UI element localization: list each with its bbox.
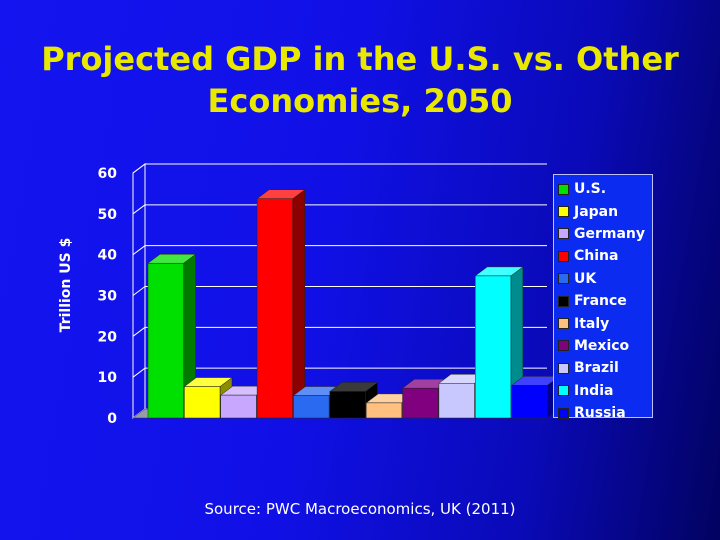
y-tick-label: 60 [98, 166, 118, 182]
gridline-side [132, 204, 146, 215]
y-axis-label: Trillion US $ [58, 237, 74, 333]
legend-label: India [574, 382, 614, 399]
y-tick-label: 0 [107, 411, 117, 427]
legend-swatch [558, 318, 569, 330]
bar-front [184, 386, 221, 419]
legend-item: China [558, 245, 652, 267]
bar-front [365, 402, 403, 419]
y-tick-label: 20 [98, 329, 118, 345]
bar-front [293, 395, 330, 419]
legend-swatch [558, 362, 569, 374]
legend-label: Japan [574, 203, 619, 220]
legend-label: Italy [574, 315, 610, 332]
bar-front [256, 198, 293, 419]
bar-front [511, 385, 548, 419]
legend-item: U.S. [558, 178, 652, 200]
gridline-side [132, 286, 146, 296]
slide-title: Projected GDP in the U.S. vs. Other Econ… [41, 40, 679, 120]
legend-item: France [558, 290, 652, 312]
legend-swatch [558, 385, 569, 397]
y-tick-label: 30 [98, 289, 118, 305]
legend-swatch [558, 228, 569, 240]
legend-label: Germany [574, 225, 646, 242]
gridline-side [132, 245, 146, 256]
legend-item: Mexico [558, 335, 652, 357]
legend-item: Brazil [558, 357, 652, 379]
bar-front [329, 391, 366, 419]
bar-us [147, 253, 197, 419]
legend-swatch [558, 206, 569, 218]
legend-label: U.S. [574, 181, 607, 198]
legend-label: Russia [574, 405, 626, 422]
legend-item: UK [558, 268, 652, 290]
y-tick-label: 10 [98, 370, 118, 386]
bar-india [474, 266, 524, 419]
legend-label: China [574, 248, 619, 265]
legend-label: France [574, 293, 627, 310]
y-tick-label: 40 [98, 248, 118, 264]
chart-legend: U.S. Japan Germany China UK France Italy Mexico… [553, 174, 653, 421]
legend-swatch [558, 183, 569, 195]
source-caption: Source: PWC Macroeconomics, UK (2011) [204, 500, 516, 518]
bar-front [438, 383, 475, 419]
gridline-side [132, 326, 146, 337]
bar-front [147, 262, 184, 419]
legend-label: Mexico [574, 337, 630, 354]
legend-swatch [558, 250, 569, 262]
legend-item: Italy [558, 312, 652, 334]
legend-item: Japan [558, 200, 652, 222]
bar-front [220, 394, 257, 419]
legend-label: UK [574, 270, 597, 287]
legend-swatch [558, 295, 569, 307]
bar-front [475, 275, 512, 419]
legend-swatch [558, 407, 569, 419]
bar-china [256, 189, 306, 419]
legend-item: India [558, 380, 652, 402]
bar-front [402, 387, 439, 419]
legend-swatch [558, 273, 569, 285]
legend-label: Brazil [574, 360, 619, 377]
legend-swatch [558, 340, 569, 352]
legend-item: Russia [558, 402, 652, 424]
gridline-side [132, 367, 146, 378]
bar-side [292, 189, 305, 419]
y-tick-label: 50 [98, 207, 118, 223]
legend-item: Germany [558, 223, 652, 245]
